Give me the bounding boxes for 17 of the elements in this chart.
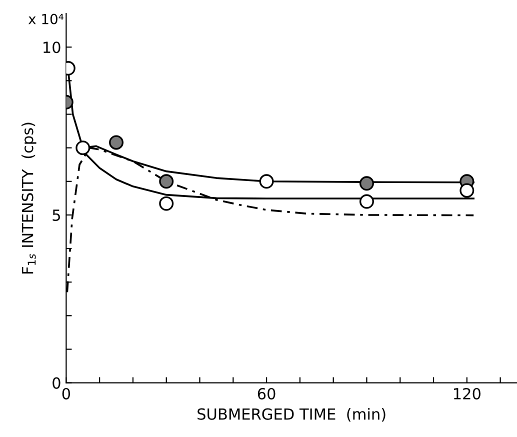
point <box>359 176 374 191</box>
point <box>76 140 90 156</box>
point <box>259 174 274 189</box>
x-axis-title: SUBMERGED TIME (min) <box>198 408 386 422</box>
x-tick-label: 0 <box>62 388 70 400</box>
point <box>159 174 174 189</box>
y-tick-label: 5 <box>52 210 60 221</box>
y-tick-label: 10 <box>44 42 60 54</box>
point <box>109 135 124 150</box>
y-axis-title: F$_{1s}$ INTENSITY (cps) <box>22 122 36 274</box>
x-tick-label: 60 <box>258 388 276 400</box>
point <box>159 196 174 211</box>
x-tick-label: 120 <box>454 388 480 400</box>
text: x 10⁴ <box>28 14 64 24</box>
point <box>359 194 374 209</box>
point <box>460 183 474 198</box>
y-tick-label: 0 <box>52 377 60 389</box>
